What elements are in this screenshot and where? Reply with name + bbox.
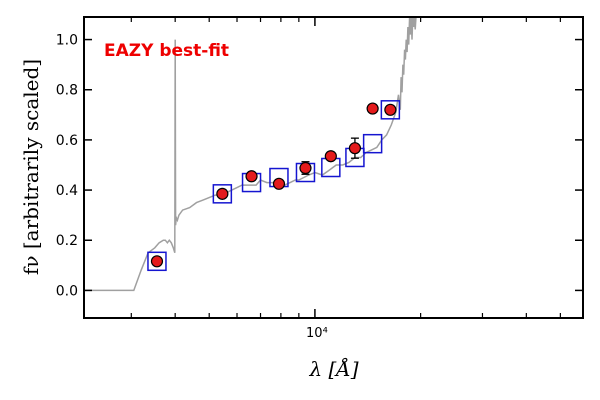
- model-photometry-box: [380, 100, 401, 120]
- observed-photometry-point: [272, 177, 286, 190]
- observed-photometry-point: [150, 255, 164, 268]
- y-tick-label: 0.8: [56, 83, 78, 99]
- observed-photometry-point: [348, 142, 362, 155]
- model-photometry-box: [147, 251, 167, 272]
- tick-labels-group: 0.0 0.2 0.4 0.6 0.8 1.0 10⁴: [56, 33, 328, 341]
- y-tick-label: 0.2: [56, 233, 78, 249]
- observed-photometry-point: [245, 170, 258, 183]
- y-tick-label: 1.0: [56, 33, 78, 49]
- y-tick-label: 0.6: [56, 133, 78, 149]
- model-photometry-box: [362, 133, 383, 154]
- observed-photometry-group: [150, 102, 397, 268]
- observed-photometry-point: [299, 161, 312, 175]
- template-spectrum-group: [84, 16, 417, 292]
- x-axis-label: λ [Å]: [308, 356, 358, 381]
- model-photometry-box: [212, 184, 233, 204]
- y-tick-label: 0.4: [56, 183, 78, 199]
- axes-group: [83, 16, 584, 319]
- plot-frame: [83, 16, 584, 319]
- x-tick-label: 10⁴: [306, 326, 328, 341]
- observed-photometry-point: [324, 150, 337, 163]
- observed-photometry-point: [216, 187, 229, 200]
- observed-photometry-point: [366, 102, 379, 115]
- annotation-text: EAZY best-fit: [104, 41, 229, 61]
- y-tick-label: 0.0: [56, 283, 78, 299]
- y-axis-label: fν [arbitrarily scaled]: [19, 59, 43, 275]
- observed-photometry-point: [384, 103, 397, 116]
- template-spectrum-line: [84, 16, 417, 292]
